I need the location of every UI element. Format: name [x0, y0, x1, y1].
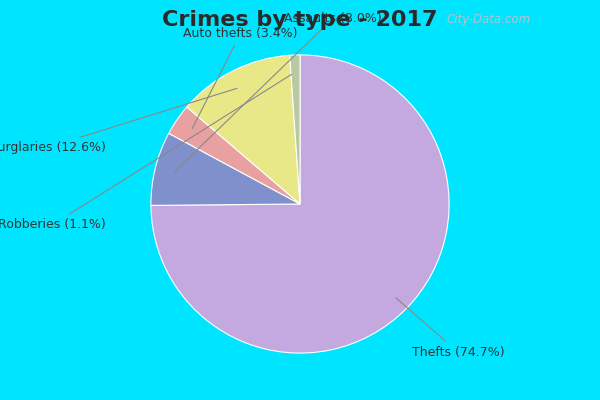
Text: City-Data.com: City-Data.com	[447, 13, 531, 26]
Wedge shape	[187, 55, 300, 204]
Text: Crimes by type - 2017: Crimes by type - 2017	[162, 10, 438, 30]
Text: Burglaries (12.6%): Burglaries (12.6%)	[0, 88, 237, 154]
Text: Robberies (1.1%): Robberies (1.1%)	[0, 74, 292, 231]
Wedge shape	[169, 107, 300, 204]
Wedge shape	[151, 55, 449, 353]
Text: Auto thefts (3.4%): Auto thefts (3.4%)	[183, 27, 298, 128]
Text: Thefts (74.7%): Thefts (74.7%)	[396, 298, 505, 359]
Wedge shape	[290, 55, 300, 204]
Wedge shape	[151, 133, 300, 206]
Text: Assaults (8.0%): Assaults (8.0%)	[175, 12, 382, 172]
